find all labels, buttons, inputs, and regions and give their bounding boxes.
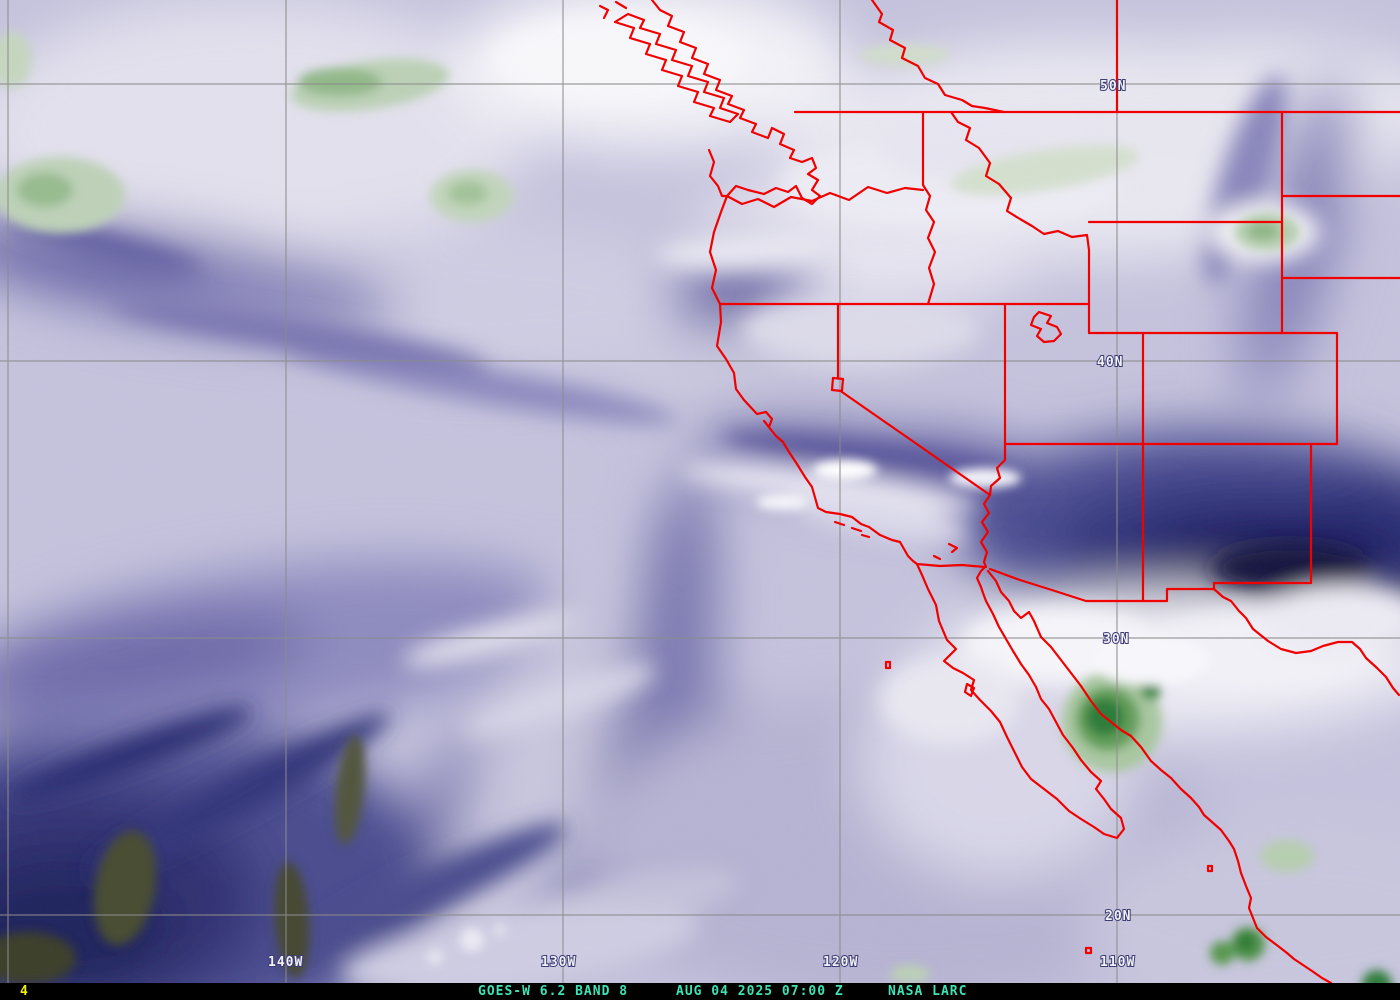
mexico-mainland-coast: [986, 569, 1333, 983]
lat-label-20n: 20N: [1105, 909, 1131, 924]
caption-instrument: GOES-W 6.2 BAND 8: [478, 984, 629, 999]
island-isabel: [1206, 864, 1214, 873]
great-salt-lake: [1029, 310, 1063, 344]
island-cedros: [963, 682, 976, 698]
nevada-utah-border: [988, 302, 1007, 497]
vancouver-island: [613, 12, 740, 124]
caption-credit: NASA LARC: [888, 984, 968, 999]
baja-california: [915, 562, 1126, 840]
lon-label-110w: 110W: [1100, 955, 1135, 970]
lat-label-30n: 30N: [1103, 632, 1129, 647]
washington-oregon-border: [725, 185, 925, 209]
west-coast: [708, 194, 919, 566]
us-mexico-border: [915, 562, 1216, 603]
caption-bar: 4 GOES-W 6.2 BAND 8 AUG 04 2025 07:00 Z …: [0, 983, 1400, 1000]
lat-label-50n: 50N: [1100, 79, 1126, 94]
frame-number: 4: [20, 984, 29, 999]
grid-labels: 50N 40N 30N 20N 140W 130W 120W 110W: [267, 78, 1135, 971]
island-socorro: [1084, 946, 1093, 955]
bc-alberta-border: [870, 0, 1006, 114]
lon-label-140w: 140W: [268, 955, 303, 970]
california-nevada-border: [836, 302, 992, 497]
map-boundaries-overlay: [598, 0, 1400, 983]
lon-label-120w: 120W: [823, 955, 858, 970]
idaho-west-border: [921, 110, 937, 306]
caption-timestamp: AUG 04 2025 07:00 Z: [676, 984, 844, 999]
lat-label-40n: 40N: [1097, 355, 1123, 370]
channel-islands: [833, 520, 959, 561]
lake-tahoe: [830, 376, 845, 393]
newmexico-texas-border: [1212, 442, 1313, 591]
rio-grande: [1212, 587, 1400, 697]
idaho-montana-border: [949, 110, 1091, 335]
california-arizona-border: [979, 493, 992, 569]
washington-coast: [707, 148, 729, 198]
bc-coastline: [650, 0, 822, 206]
island-guadalupe: [884, 660, 892, 670]
bc-islets: [598, 0, 628, 20]
lon-label-130w: 130W: [541, 955, 576, 970]
